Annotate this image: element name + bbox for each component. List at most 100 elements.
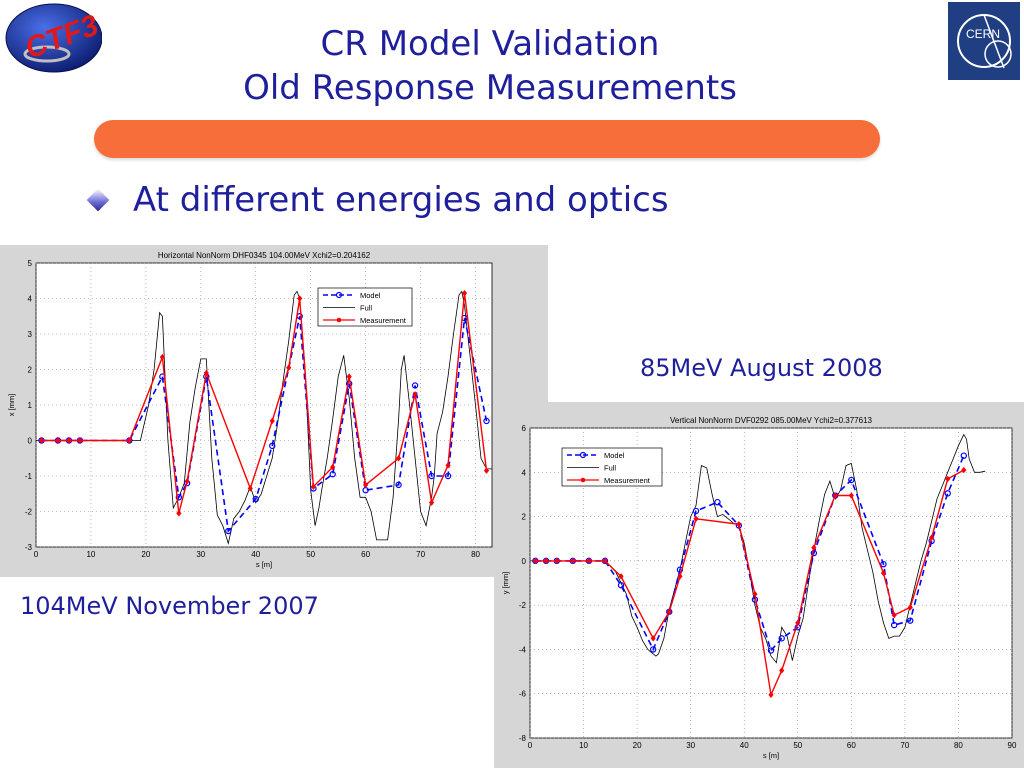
chart0-legend: Model Full Measurement xyxy=(317,287,413,327)
chart1-legend-label: Measurement xyxy=(604,476,651,485)
chart1-xlabel: s [m] xyxy=(763,751,779,760)
chart0-xtick-label: 0 xyxy=(34,550,39,559)
chart1-ytick-label: -4 xyxy=(519,645,527,654)
chart0-model-point xyxy=(225,527,232,535)
chart0-legend-label: Measurement xyxy=(360,316,407,325)
chart1-model-point xyxy=(692,507,700,515)
chart0-ytick-label: -2 xyxy=(25,508,33,517)
chart1-xtick-label: 30 xyxy=(686,741,695,750)
chart1-legend-measurement-marker xyxy=(580,477,586,483)
accent-bar xyxy=(94,120,880,158)
chart0-measurement-point xyxy=(38,437,45,444)
chart1-ylabel: y [mm] xyxy=(501,572,510,595)
chart0-legend-measurement-marker xyxy=(336,317,342,323)
caption-104mev: 104MeV November 2007 xyxy=(20,592,319,620)
chart0-model-point xyxy=(444,472,452,480)
chart-panel-vertical: 0 10 20 30 40 50 60 70 80 90 -8 -6 -4 -2 0 2 4 6 Vertical … xyxy=(494,402,1024,768)
chart1-ytick-label: -6 xyxy=(519,690,527,699)
chart0-measurement-point xyxy=(445,462,451,469)
chart0-model-point xyxy=(483,417,490,425)
chart0-xtick-label: 40 xyxy=(251,550,260,559)
chart1-measurement-point xyxy=(945,475,951,483)
chart1-measurement-point xyxy=(961,466,967,474)
chart-vertical: 0 10 20 30 40 50 60 70 80 90 -8 -6 -4 -2 0 2 4 6 Vertical … xyxy=(501,416,1017,760)
chart1-model-point xyxy=(617,582,625,589)
chart1-xtick-label: 70 xyxy=(900,741,909,750)
slide-title: CR Model Validation Old Response Measure… xyxy=(160,22,820,110)
chart0-measurement-point xyxy=(247,485,253,492)
chart0-model-point xyxy=(411,382,419,389)
chart1-ytick-label: -8 xyxy=(519,734,527,743)
chart0-model-point xyxy=(269,442,276,450)
chart0-measurement-point xyxy=(286,364,292,371)
chart1-model-point xyxy=(778,635,785,642)
chart1-model-point xyxy=(649,646,657,653)
chart1-legend-label: Model xyxy=(604,451,625,460)
chart0-model-point xyxy=(395,481,402,489)
chart0-ytick-label: 2 xyxy=(28,366,33,375)
chart0-measurement-point xyxy=(461,289,468,297)
chart0-legend-label: Model xyxy=(360,291,381,300)
chart0-ytick-label: 3 xyxy=(28,330,33,339)
chart1-measurement-point xyxy=(907,604,913,611)
chart0-title: Horizontal NonNorm DHF0345 104.00MeV Xch… xyxy=(158,251,371,260)
chart1-model-point xyxy=(890,621,898,629)
chart0-xlabel: s [m] xyxy=(256,560,272,569)
chart1-model-point xyxy=(907,617,914,624)
ctf3-logo: CTF3 xyxy=(2,2,103,74)
chart0-xtick-label: 50 xyxy=(306,550,315,559)
chart1-xtick-label: 90 xyxy=(1008,741,1017,750)
chart1-ytick-label: -2 xyxy=(519,601,527,610)
chart0-measurement-point xyxy=(310,483,317,490)
chart0-series-group xyxy=(36,289,492,545)
chart0-measurement-point xyxy=(203,369,209,377)
chart-horizontal: 0 10 20 30 40 50 60 70 80 -3 -2 -1 0 1 2 3 4 5 Horizontal … xyxy=(7,251,493,569)
chart1-model-point xyxy=(714,498,721,506)
chart1-legend-model-marker xyxy=(579,451,587,459)
chart0-xtick-label: 10 xyxy=(86,550,95,559)
chart0-measurement-point xyxy=(363,481,369,489)
chart0-measurement-point xyxy=(176,510,182,517)
chart1-xtick-label: 50 xyxy=(793,741,802,750)
chart0-measurement-point xyxy=(330,463,336,471)
chart1-model-point xyxy=(848,476,855,484)
chart0-measurement-point xyxy=(346,373,352,380)
chart1-model-point xyxy=(767,647,775,654)
chart1-ytick-label: 6 xyxy=(522,424,527,433)
chart0-series-full-line xyxy=(36,290,492,545)
chart0-model-point xyxy=(428,472,435,480)
chart1-measurement-point xyxy=(848,492,854,499)
chart0-measurement-point xyxy=(184,478,190,485)
chart0-xtick-label: 30 xyxy=(196,550,205,559)
chart1-xtick-label: 20 xyxy=(633,741,642,750)
chart0-model-point xyxy=(252,495,259,503)
chart1-measurement-point xyxy=(929,534,935,541)
chart0-xtick-label: 20 xyxy=(141,550,150,559)
chart-panel-horizontal: 0 10 20 30 40 50 60 70 80 -3 -2 -1 0 1 2 3 4 5 Horizontal … xyxy=(0,245,548,577)
caption-85mev: 85MeV August 2008 xyxy=(640,354,883,382)
chart0-ytick-label: 1 xyxy=(28,401,33,410)
chart0-model-point xyxy=(329,471,336,478)
chart0-ytick-label: -1 xyxy=(25,472,33,481)
chart0-measurement-point xyxy=(297,295,303,302)
chart0-measurement-point xyxy=(55,437,61,444)
chart0-measurement-point xyxy=(126,437,132,444)
bullet-diamond-icon xyxy=(86,188,110,212)
title-line-1: CR Model Validation xyxy=(320,24,660,64)
chart1-legend: Model Full Measurement xyxy=(561,447,663,487)
chart1-measurement-point xyxy=(795,619,801,627)
chart1-measurement-point xyxy=(832,492,838,499)
chart0-xtick-label: 60 xyxy=(361,550,370,559)
chart0-measurement-point xyxy=(483,467,490,474)
chart0-ytick-label: 5 xyxy=(28,259,33,268)
chart0-legend-model-marker xyxy=(335,291,343,299)
chart0-model-point xyxy=(345,380,353,387)
chart1-ytick-label: 4 xyxy=(522,468,527,477)
cern-logo: CERN xyxy=(948,2,1020,80)
chart0-xtick-label: 70 xyxy=(416,550,425,559)
chart1-series-group xyxy=(530,433,986,699)
chart1-ytick-label: 0 xyxy=(522,557,527,566)
bullet-text: At different energies and optics xyxy=(133,180,669,220)
chart0-measurement-point xyxy=(77,437,83,444)
chart1-measurement-point xyxy=(891,611,897,619)
